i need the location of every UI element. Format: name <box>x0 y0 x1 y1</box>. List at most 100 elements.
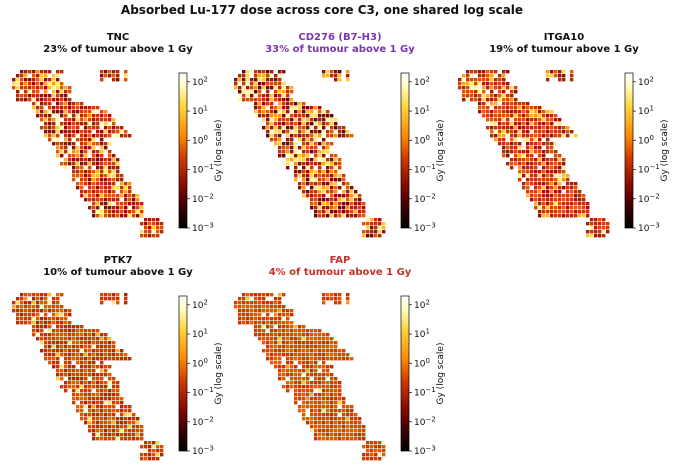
heatmap-cell <box>92 397 96 401</box>
heatmap-cell <box>140 214 144 218</box>
heatmap-cell <box>282 369 286 373</box>
heatmap-cell <box>84 397 88 401</box>
heatmap-cell <box>274 297 278 301</box>
heatmap-cell <box>156 230 160 234</box>
heatmap-cell <box>116 349 120 353</box>
heatmap-cell <box>314 178 318 182</box>
heatmap-cell <box>510 106 514 110</box>
heatmap-cell <box>542 154 546 158</box>
heatmap-cell <box>522 130 526 134</box>
heatmap-cell <box>112 293 116 297</box>
heatmap-cell <box>12 86 16 90</box>
heatmap-cell <box>322 122 326 126</box>
heatmap-cell <box>60 86 64 90</box>
heatmap-cell <box>578 214 582 218</box>
heatmap-cell <box>358 194 362 198</box>
heatmap-cell <box>338 162 342 166</box>
heatmap-cell <box>318 186 322 190</box>
heatmap-cell <box>88 381 92 385</box>
heatmap-cell <box>298 397 302 401</box>
heatmap-cell <box>550 118 554 122</box>
heatmap-cell <box>350 190 354 194</box>
heatmap-cell <box>270 301 274 305</box>
heatmap-cell <box>88 337 92 341</box>
heatmap-cell <box>602 230 606 234</box>
heatmap-cell <box>108 186 112 190</box>
heatmap-cell <box>318 198 322 202</box>
heatmap-cell <box>100 425 104 429</box>
heatmap-cell <box>36 321 40 325</box>
heatmap-cell <box>96 182 100 186</box>
heatmap-cell <box>88 206 92 210</box>
heatmap-cell <box>148 218 152 222</box>
heatmap-cell <box>290 114 294 118</box>
heatmap-cell <box>60 337 64 341</box>
heatmap-cell <box>100 162 104 166</box>
heatmap-cell <box>108 154 112 158</box>
heatmap-cell <box>310 170 314 174</box>
heatmap-cell <box>112 393 116 397</box>
heatmap-cell <box>152 445 156 449</box>
heatmap-cell <box>318 381 322 385</box>
heatmap-cell <box>108 373 112 377</box>
heatmap-cell <box>84 122 88 126</box>
heatmap-cell <box>52 82 56 86</box>
heatmap-cell <box>234 82 238 86</box>
heatmap-cell <box>318 421 322 425</box>
heatmap-cell <box>32 90 36 94</box>
heatmap-cell <box>354 433 358 437</box>
heatmap-cell <box>80 397 84 401</box>
heatmap-cell <box>346 357 350 361</box>
heatmap-cell <box>526 130 530 134</box>
heatmap-cell <box>482 82 486 86</box>
heatmap-cell <box>278 313 282 317</box>
heatmap-cell <box>486 102 490 106</box>
heatmap-cell <box>466 82 470 86</box>
heatmap-cell <box>56 361 60 365</box>
heatmap-cell <box>302 146 306 150</box>
heatmap-cell <box>478 70 482 74</box>
heatmap-cell <box>314 393 318 397</box>
heatmap-cell <box>120 401 124 405</box>
heatmap-cell <box>100 337 104 341</box>
heatmap-cell <box>44 305 48 309</box>
heatmap-cell <box>542 134 546 138</box>
heatmap-cell <box>466 86 470 90</box>
heatmap-cell <box>342 198 346 202</box>
heatmap-cell <box>104 110 108 114</box>
heatmap-cell <box>84 194 88 198</box>
heatmap-cell <box>76 126 80 130</box>
heatmap-cell <box>350 357 354 361</box>
heatmap-cell <box>68 110 72 114</box>
heatmap-cell <box>84 381 88 385</box>
heatmap-cell <box>554 114 558 118</box>
heatmap-cell <box>502 74 506 78</box>
heatmap-cell <box>68 102 72 106</box>
heatmap-cell <box>282 293 286 297</box>
heatmap-cell <box>92 182 96 186</box>
heatmap-cell <box>282 86 286 90</box>
heatmap-cell <box>318 333 322 337</box>
heatmap-cell <box>88 190 92 194</box>
heatmap-cell <box>20 305 24 309</box>
heatmap-cell <box>566 210 570 214</box>
heatmap-cell <box>64 345 68 349</box>
heatmap-cell <box>490 86 494 90</box>
heatmap-cell <box>322 433 326 437</box>
heatmap-cell <box>302 341 306 345</box>
heatmap-cell <box>108 158 112 162</box>
heatmap-cell <box>88 110 92 114</box>
heatmap-cell <box>350 409 354 413</box>
heatmap-cell <box>322 70 326 74</box>
heatmap-cell <box>530 138 534 142</box>
heatmap-cell <box>306 178 310 182</box>
heatmap-cell <box>80 154 84 158</box>
heatmap-cell <box>510 118 514 122</box>
heatmap-cell <box>88 202 92 206</box>
heatmap-cell <box>64 98 68 102</box>
heatmap-cell <box>570 134 574 138</box>
heatmap-cell <box>76 353 80 357</box>
heatmap-cell <box>294 150 298 154</box>
heatmap-cell <box>100 421 104 425</box>
heatmap-cell <box>48 293 52 297</box>
